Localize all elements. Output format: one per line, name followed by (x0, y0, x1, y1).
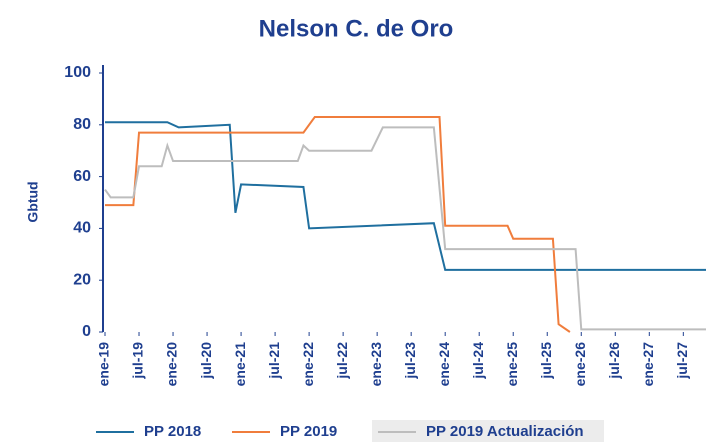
legend-label: PP 2018 (144, 423, 201, 440)
y-tick-label: 80 (73, 116, 91, 133)
x-tick-label: jul-19 (130, 342, 146, 380)
x-tick-label: ene-25 (504, 342, 520, 387)
x-tick-label: ene-26 (572, 342, 588, 387)
y-axis-label: Gbtud (25, 181, 41, 222)
series-line (105, 121, 706, 271)
x-tick-label: ene-19 (96, 342, 112, 387)
x-tick-label: ene-22 (300, 342, 316, 387)
x-tick-label: ene-23 (368, 342, 384, 387)
x-tick-label: ene-24 (436, 342, 452, 387)
x-tick-label: ene-20 (164, 342, 180, 387)
x-tick-label: jul-25 (538, 342, 554, 380)
series-line (105, 116, 571, 333)
y-tick-label: 20 (73, 271, 91, 288)
series-line (104, 126, 706, 331)
legend-label: PP 2019 Actualización (426, 423, 584, 440)
x-tick-label: ene-27 (640, 342, 656, 387)
x-tick-label: jul-26 (606, 342, 622, 380)
x-tick-label: jul-20 (198, 342, 214, 380)
legend-bg (372, 420, 604, 442)
x-tick-label: ene-21 (232, 342, 248, 387)
y-tick-label: 60 (73, 168, 91, 185)
legend-label: PP 2019 (280, 423, 337, 440)
x-tick-label: jul-21 (266, 342, 282, 380)
chart-title: Nelson C. de Oro (259, 15, 454, 42)
x-tick-label: jul-22 (334, 342, 350, 380)
x-tick-label: jul-24 (470, 342, 486, 380)
y-tick-label: 40 (73, 220, 91, 237)
y-tick-label: 100 (64, 64, 91, 81)
x-tick-label: jul-23 (402, 342, 418, 380)
x-tick-label: jul-27 (674, 342, 690, 380)
y-tick-label: 0 (82, 323, 91, 340)
